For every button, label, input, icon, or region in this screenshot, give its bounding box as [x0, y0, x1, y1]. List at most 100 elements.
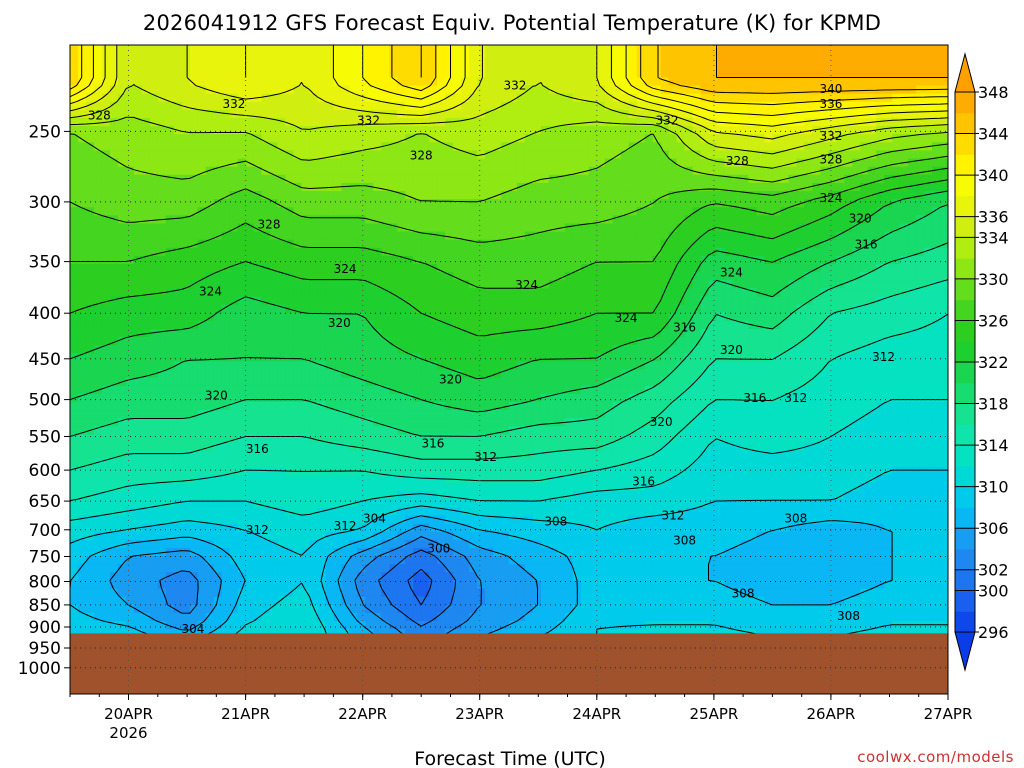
field-cell — [421, 118, 430, 127]
field-cell — [461, 191, 470, 200]
field-cell — [509, 231, 518, 241]
field-cell — [636, 401, 646, 411]
field-cell — [493, 134, 502, 143]
field-cell — [389, 158, 398, 168]
field-cell — [333, 369, 342, 379]
field-cell — [812, 134, 821, 143]
field-cell — [293, 109, 303, 119]
field-cell — [748, 118, 758, 127]
field-cell — [532, 215, 542, 225]
field-cell — [764, 239, 773, 249]
field-cell — [604, 385, 614, 395]
field-cell — [836, 361, 845, 371]
field-cell — [564, 166, 574, 176]
field-cell — [676, 85, 686, 95]
field-cell — [213, 255, 223, 265]
field-cell — [117, 85, 127, 95]
field-cell — [556, 109, 566, 119]
field-cell — [245, 134, 255, 143]
field-cell — [389, 231, 398, 241]
field-cell — [109, 142, 119, 152]
field-cell — [892, 118, 901, 127]
field-cell — [684, 239, 694, 249]
field-cell — [596, 61, 606, 70]
field-cell — [652, 158, 662, 168]
field-cell — [524, 207, 534, 216]
field-cell — [796, 312, 805, 322]
field-cell — [564, 280, 574, 289]
field-cell — [532, 166, 542, 176]
field-cell — [437, 264, 446, 273]
field-cell — [77, 93, 87, 103]
field-cell — [181, 45, 191, 54]
field-cell — [684, 255, 694, 265]
field-cell — [509, 255, 518, 265]
field-cell — [245, 377, 255, 387]
field-cell — [165, 255, 175, 265]
field-cell — [844, 393, 853, 403]
field-cell — [660, 45, 670, 54]
field-cell — [229, 369, 239, 379]
field-cell — [812, 166, 821, 176]
field-cell — [588, 337, 598, 346]
field-cell — [245, 191, 255, 200]
field-cell — [932, 142, 941, 152]
field-cell — [748, 199, 758, 208]
field-cell — [429, 272, 438, 281]
field-cell — [189, 385, 199, 395]
field-cell — [365, 118, 374, 127]
field-cell — [237, 288, 247, 298]
field-cell — [325, 101, 334, 111]
field-cell — [932, 199, 941, 208]
field-cell — [820, 45, 829, 54]
field-cell — [924, 93, 933, 103]
field-cell — [277, 77, 287, 87]
field-cell — [221, 61, 231, 70]
field-cell — [636, 93, 646, 103]
field-cell — [876, 134, 885, 143]
field-cell — [604, 69, 614, 79]
field-cell — [165, 264, 175, 273]
field-cell — [636, 215, 646, 225]
field-cell — [181, 239, 191, 249]
field-cell — [93, 369, 103, 379]
field-cell — [932, 166, 941, 176]
field-cell — [477, 207, 486, 216]
field-cell — [501, 85, 510, 95]
field-cell — [628, 93, 638, 103]
field-cell — [101, 215, 111, 225]
field-cell — [189, 353, 199, 362]
field-cell — [261, 61, 271, 70]
field-cell — [676, 126, 686, 135]
field-cell — [285, 288, 295, 298]
field-cell — [405, 401, 414, 411]
field-cell — [269, 93, 279, 103]
field-cell — [780, 69, 789, 79]
field-cell — [572, 150, 582, 160]
field-cell — [868, 255, 877, 265]
field-cell — [269, 312, 279, 322]
field-cell — [788, 45, 797, 54]
field-cell — [796, 288, 805, 298]
field-cell — [580, 320, 590, 330]
field-cell — [908, 199, 917, 208]
field-cell — [692, 53, 702, 62]
field-cell — [197, 166, 207, 176]
field-cell — [884, 361, 893, 371]
field-cell — [932, 377, 941, 387]
field-cell — [501, 53, 510, 62]
field-cell — [197, 53, 207, 62]
field-cell — [317, 239, 327, 249]
field-cell — [628, 61, 638, 70]
field-cell — [437, 393, 446, 403]
field-cell — [524, 280, 534, 289]
field-cell — [405, 215, 414, 225]
field-cell — [237, 247, 247, 257]
field-cell — [516, 166, 526, 176]
field-cell — [261, 280, 271, 289]
field-cell — [85, 369, 95, 379]
field-cell — [357, 126, 366, 135]
field-cell — [445, 191, 454, 200]
field-cell — [317, 191, 327, 200]
field-cell — [548, 158, 558, 168]
